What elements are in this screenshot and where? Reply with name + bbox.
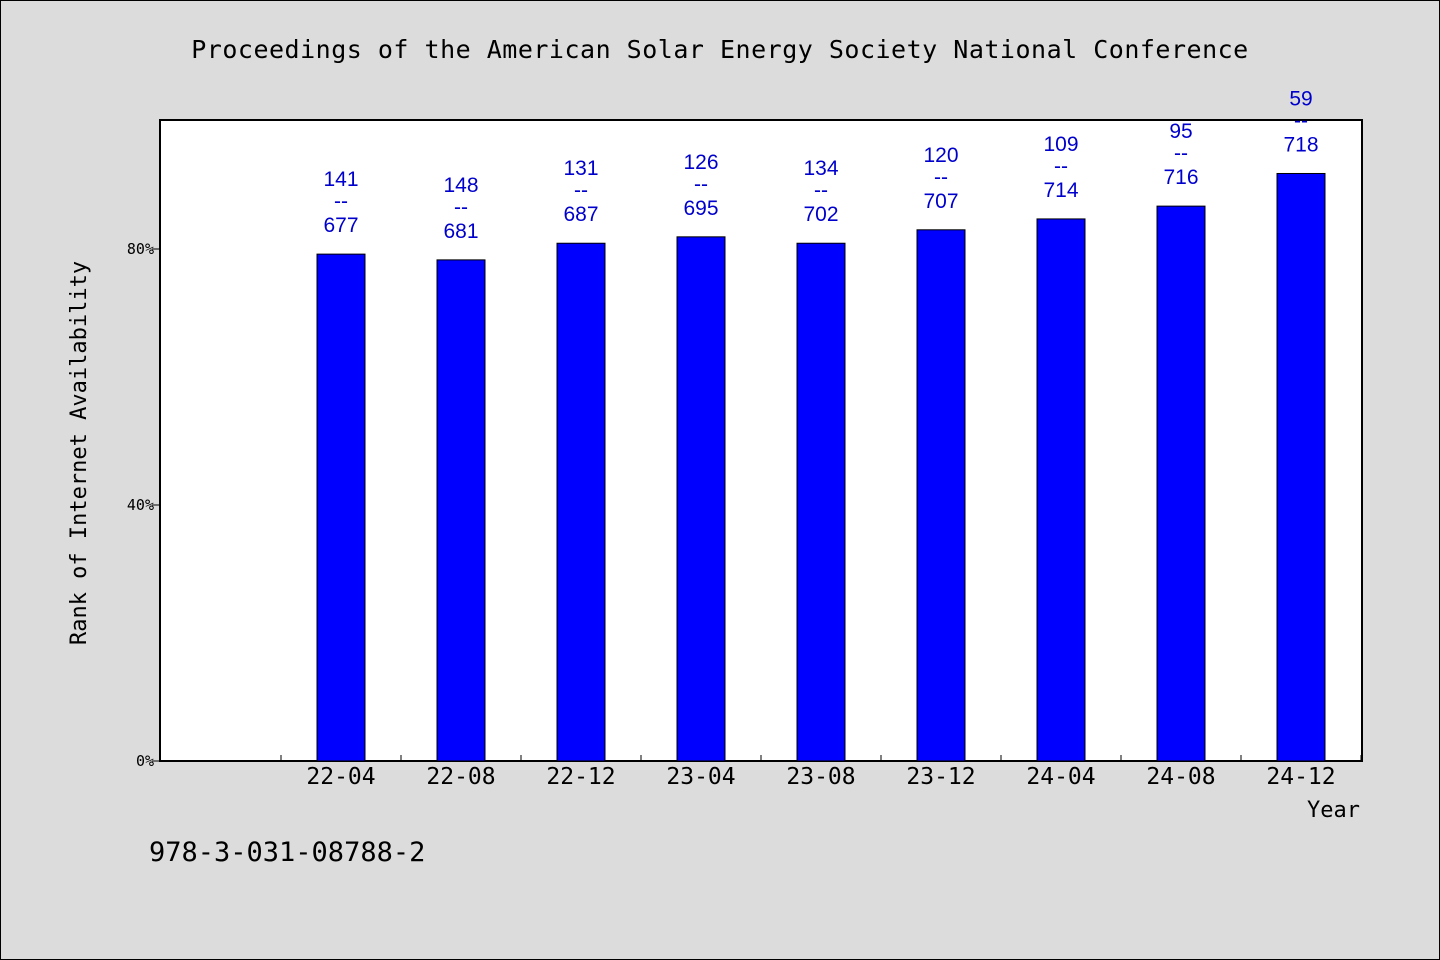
y-axis: 0% 40% 80% [127, 240, 160, 770]
bar-total-label: 702 [803, 203, 838, 226]
bar [916, 229, 966, 762]
bar-total-label: 714 [1043, 179, 1078, 202]
bar-total-label: 687 [563, 203, 598, 226]
y-tick-label: 0% [136, 752, 154, 770]
bar-total-label: 695 [683, 197, 718, 220]
bar-rank-label: 131 [563, 157, 598, 180]
bar-label-separator: -- [334, 190, 348, 213]
bar-label-separator: -- [814, 179, 828, 202]
bar-rank-label: 120 [923, 144, 958, 167]
bar-label-separator: -- [454, 196, 468, 219]
data-labels-layer: 141--677148--681131--687126--695134--702… [323, 87, 1318, 242]
bar-total-label: 681 [443, 220, 478, 243]
bar [436, 259, 486, 762]
bar [676, 236, 726, 762]
bar-rank-label: 59 [1289, 87, 1312, 110]
x-tick-label: 22-04 [306, 764, 375, 790]
isbn-label: 978-3-031-08788-2 [149, 837, 426, 868]
bar [1156, 205, 1206, 762]
bar-total-label: 716 [1163, 166, 1198, 189]
bar-rank-label: 148 [443, 174, 478, 197]
bar [316, 253, 366, 762]
bar-label-separator: -- [1294, 109, 1308, 132]
y-tick-label: 40% [127, 496, 154, 514]
y-axis-title: Rank of Internet Availability [67, 261, 92, 645]
bar-label-separator: -- [574, 179, 588, 202]
bar [1276, 172, 1326, 762]
bar-label-separator: -- [694, 173, 708, 196]
bar-rank-label: 141 [323, 168, 358, 191]
bar-rank-label: 134 [803, 157, 838, 180]
x-tick-label: 23-12 [906, 764, 975, 790]
x-tick-label: 22-08 [426, 764, 495, 790]
x-tick-label: 24-04 [1026, 764, 1095, 790]
x-axis: 22-04 22-08 22-12 23-04 23-08 23-12 24-04 24-08… [280, 755, 1362, 790]
bar-rank-label: 109 [1043, 133, 1078, 156]
x-tick-label: 24-08 [1146, 764, 1215, 790]
bar [796, 242, 846, 762]
x-tick-label: 23-08 [786, 764, 855, 790]
bars-layer [316, 172, 1326, 762]
bar-total-label: 718 [1283, 133, 1318, 156]
bar-total-label: 677 [323, 214, 358, 237]
x-tick-label: 23-04 [666, 764, 735, 790]
y-tick-label: 80% [127, 240, 154, 258]
bar [1036, 218, 1086, 762]
bar-rank-label: 126 [683, 151, 718, 174]
bar [556, 242, 606, 762]
x-tick-label: 22-12 [546, 764, 615, 790]
x-tick-label: 24-12 [1266, 764, 1335, 790]
bar-rank-label: 95 [1169, 120, 1192, 143]
x-axis-title: Year [1307, 798, 1360, 823]
bar-label-separator: -- [934, 166, 948, 189]
chart-title: Proceedings of the American Solar Energy… [191, 35, 1249, 64]
bar-label-separator: -- [1054, 155, 1068, 178]
bar-label-separator: -- [1174, 142, 1188, 165]
bar-total-label: 707 [923, 190, 958, 213]
